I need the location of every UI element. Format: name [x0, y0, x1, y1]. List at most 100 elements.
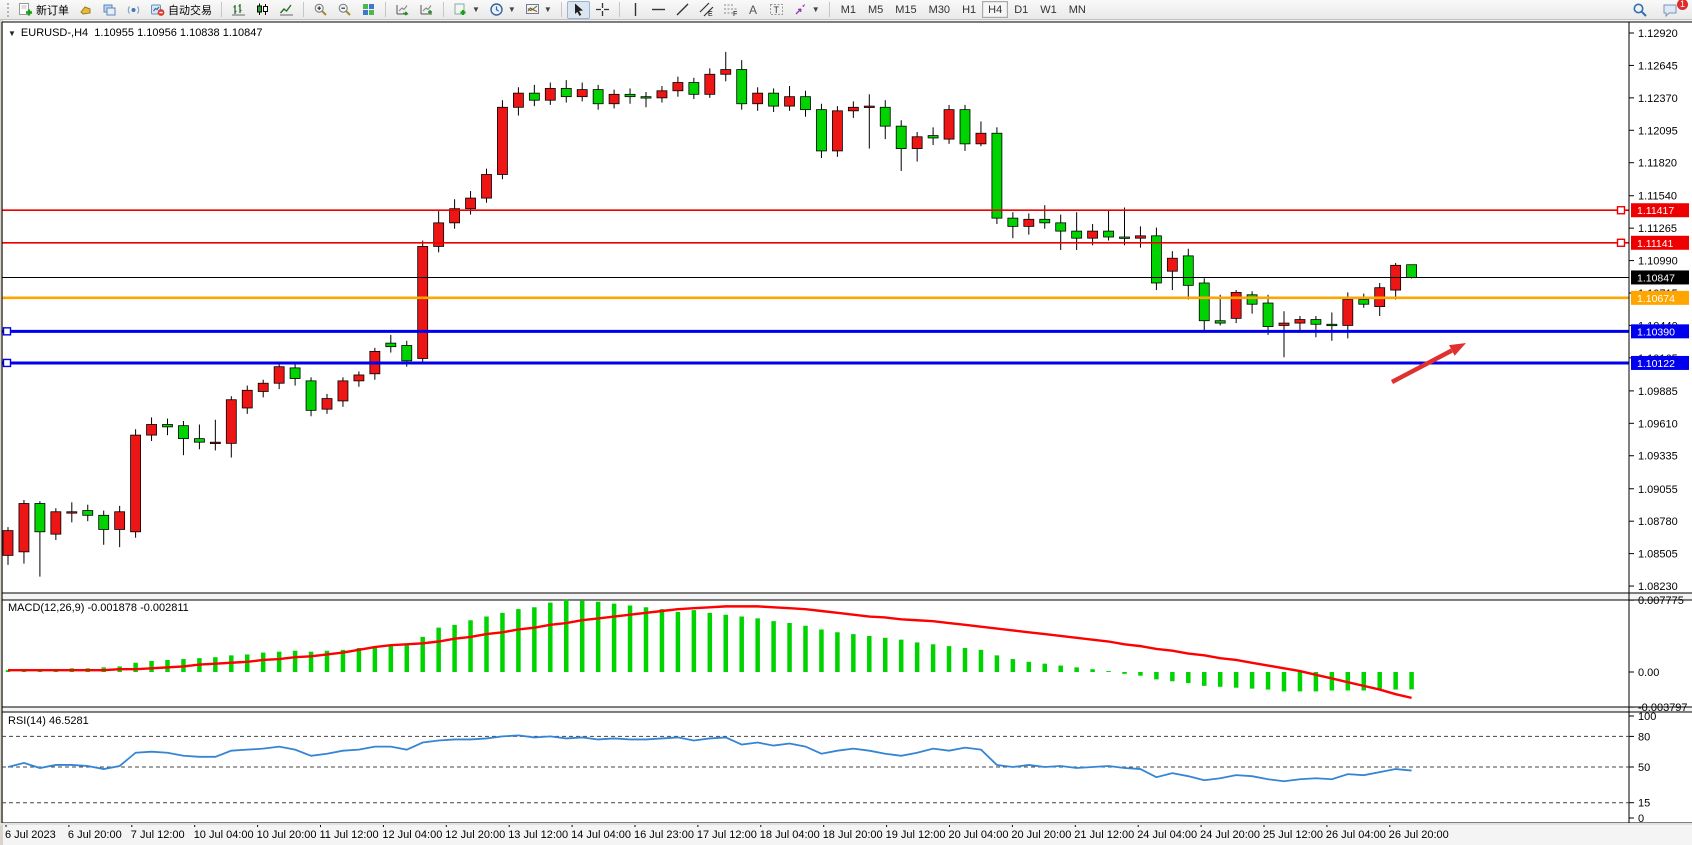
svg-text:A: A	[749, 3, 757, 17]
svg-text:18 Jul 20:00: 18 Jul 20:00	[823, 829, 883, 841]
main-chart-pane[interactable]	[2, 51, 1417, 577]
svg-text:1.08230: 1.08230	[1638, 581, 1678, 593]
horizontal-line-icon	[651, 2, 666, 17]
chat-bubble-icon	[1662, 2, 1678, 18]
timeframe-h4-button[interactable]: H4	[982, 1, 1009, 18]
chart-shift-button[interactable]	[415, 1, 438, 19]
svg-text:80: 80	[1638, 731, 1650, 743]
svg-text:21 Jul 12:00: 21 Jul 12:00	[1074, 829, 1134, 841]
timeframe-m1-button[interactable]: M1	[840, 3, 856, 16]
zoom-in-button[interactable]	[309, 1, 332, 19]
arrows-icon	[793, 2, 808, 17]
toolbar-drag-handle[interactable]	[7, 2, 10, 17]
fibonacci-tool-button[interactable]: F	[719, 1, 742, 19]
svg-text:16 Jul 23:00: 16 Jul 23:00	[634, 829, 694, 841]
periods-button[interactable]: ▼	[485, 1, 520, 19]
macd-signal-line	[8, 605, 1412, 700]
timeframe-h1-button[interactable]: H1	[962, 3, 977, 16]
macd-pane[interactable]	[5, 599, 1414, 700]
bar-chart-button[interactable]	[227, 1, 250, 19]
svg-text:6 Jul 2023: 6 Jul 2023	[5, 829, 56, 841]
macd-indicator-label: MACD(12,26,9) -0.001878 -0.002811	[8, 602, 189, 614]
cursor-tool-button[interactable]	[566, 0, 590, 19]
svg-text:13 Jul 12:00: 13 Jul 12:00	[508, 829, 568, 841]
notifications-button[interactable]: 1	[1658, 0, 1688, 19]
text-label-tool-button[interactable]: T	[765, 1, 788, 19]
text-label-icon: T	[769, 2, 784, 17]
auto-scroll-button[interactable]	[391, 1, 414, 19]
indicators-button[interactable]: ▼	[449, 1, 484, 19]
svg-text:1.11417: 1.11417	[1637, 205, 1674, 217]
svg-text:1.10990: 1.10990	[1638, 256, 1678, 268]
timeframe-w1-button[interactable]: W1	[1040, 3, 1057, 16]
svg-text:E: E	[708, 11, 713, 17]
arrows-tool-button[interactable]: ▼	[789, 1, 824, 19]
fibonacci-icon: F	[723, 2, 738, 17]
svg-text:0: 0	[1638, 813, 1644, 825]
svg-text:1.08505: 1.08505	[1638, 549, 1678, 561]
zoom-out-icon	[337, 2, 352, 17]
candlestick-chart-button[interactable]	[251, 1, 274, 19]
svg-text:1.11820: 1.11820	[1638, 158, 1677, 170]
autotrading-button[interactable]: 自动交易	[146, 1, 216, 19]
svg-text:12 Jul 20:00: 12 Jul 20:00	[445, 829, 505, 841]
toolbar-separator	[618, 2, 620, 17]
svg-text:1.12645: 1.12645	[1638, 60, 1678, 72]
crosshair-tool-button[interactable]	[591, 1, 614, 19]
text-tool-button[interactable]: A	[743, 1, 764, 19]
horizontal-line-tool-button[interactable]	[647, 1, 670, 19]
trend-arrow-annotation[interactable]	[1390, 343, 1466, 384]
chart-shift-icon	[419, 2, 434, 17]
svg-text:1.09885: 1.09885	[1638, 386, 1678, 398]
dropdown-caret-icon: ▼	[507, 5, 516, 14]
svg-text:F: F	[733, 11, 737, 17]
channel-tool-button[interactable]: E	[695, 1, 718, 19]
rsi-pane[interactable]	[2, 734, 1629, 804]
tile-windows-icon	[361, 2, 376, 17]
svg-text:1.08780: 1.08780	[1638, 516, 1678, 528]
zoom-out-button[interactable]	[333, 1, 356, 19]
price-tag-1.11417	[1631, 203, 1689, 218]
trendline-tool-button[interactable]	[671, 1, 694, 19]
timeframe-d1-button[interactable]: D1	[1014, 3, 1029, 16]
dropdown-caret-icon: ▼	[811, 5, 820, 14]
market-watch-button[interactable]	[74, 1, 97, 19]
notification-badge: 1	[1677, 0, 1688, 10]
svg-text:17 Jul 12:00: 17 Jul 12:00	[697, 829, 757, 841]
svg-text:26 Jul 20:00: 26 Jul 20:00	[1389, 829, 1449, 841]
svg-text:20 Jul 20:00: 20 Jul 20:00	[1011, 829, 1071, 841]
price-tag-1.10390	[1631, 324, 1689, 339]
svg-text:1.10674: 1.10674	[1637, 293, 1675, 305]
timeframe-mn-button[interactable]: MN	[1068, 3, 1086, 16]
timeframe-toolbar: M1 M5 M15 M30 H1 H4 D1 W1 MN	[835, 1, 1092, 18]
chart-canvas[interactable]: 1.12920 1.12645 1.12370 1.12095 1.11820 1.115…	[0, 20, 1692, 845]
svg-text:50: 50	[1638, 762, 1650, 774]
svg-text:1.10122: 1.10122	[1637, 358, 1675, 370]
signals-button[interactable]	[122, 1, 145, 19]
price-tag-1.10847	[1631, 270, 1689, 285]
vertical-line-tool-button[interactable]	[625, 1, 646, 19]
svg-text:24 Jul 04:00: 24 Jul 04:00	[1137, 829, 1197, 841]
chart-menu-caret-icon[interactable]: ▼	[8, 28, 16, 38]
line-chart-icon	[279, 2, 294, 17]
svg-text:7 Jul 12:00: 7 Jul 12:00	[131, 829, 185, 841]
templates-button[interactable]: ▼	[521, 1, 556, 19]
timeframe-m5-button[interactable]: M5	[867, 3, 884, 16]
timeframe-m15-button[interactable]: M15	[895, 3, 917, 16]
svg-text:11 Jul 12:00: 11 Jul 12:00	[320, 829, 379, 841]
svg-text:25 Jul 12:00: 25 Jul 12:00	[1263, 829, 1323, 841]
svg-text:1.09055: 1.09055	[1638, 484, 1678, 496]
autotrading-label: 自动交易	[168, 4, 212, 17]
tile-windows-button[interactable]	[357, 1, 380, 19]
navigator-button[interactable]	[98, 1, 121, 19]
timeframe-m30-button[interactable]: M30	[928, 3, 951, 16]
svg-text:10 Jul 04:00: 10 Jul 04:00	[194, 829, 254, 841]
horizontal-level-lines[interactable]	[2, 206, 1629, 368]
new-order-button[interactable]: 新订单	[14, 1, 73, 19]
navigator-icon	[102, 2, 117, 17]
line-chart-button[interactable]	[275, 1, 298, 19]
svg-text:0.00: 0.00	[1638, 667, 1659, 679]
svg-text:12 Jul 04:00: 12 Jul 04:00	[382, 829, 442, 841]
search-button[interactable]	[1628, 1, 1652, 19]
svg-text:1.11540: 1.11540	[1638, 191, 1677, 203]
